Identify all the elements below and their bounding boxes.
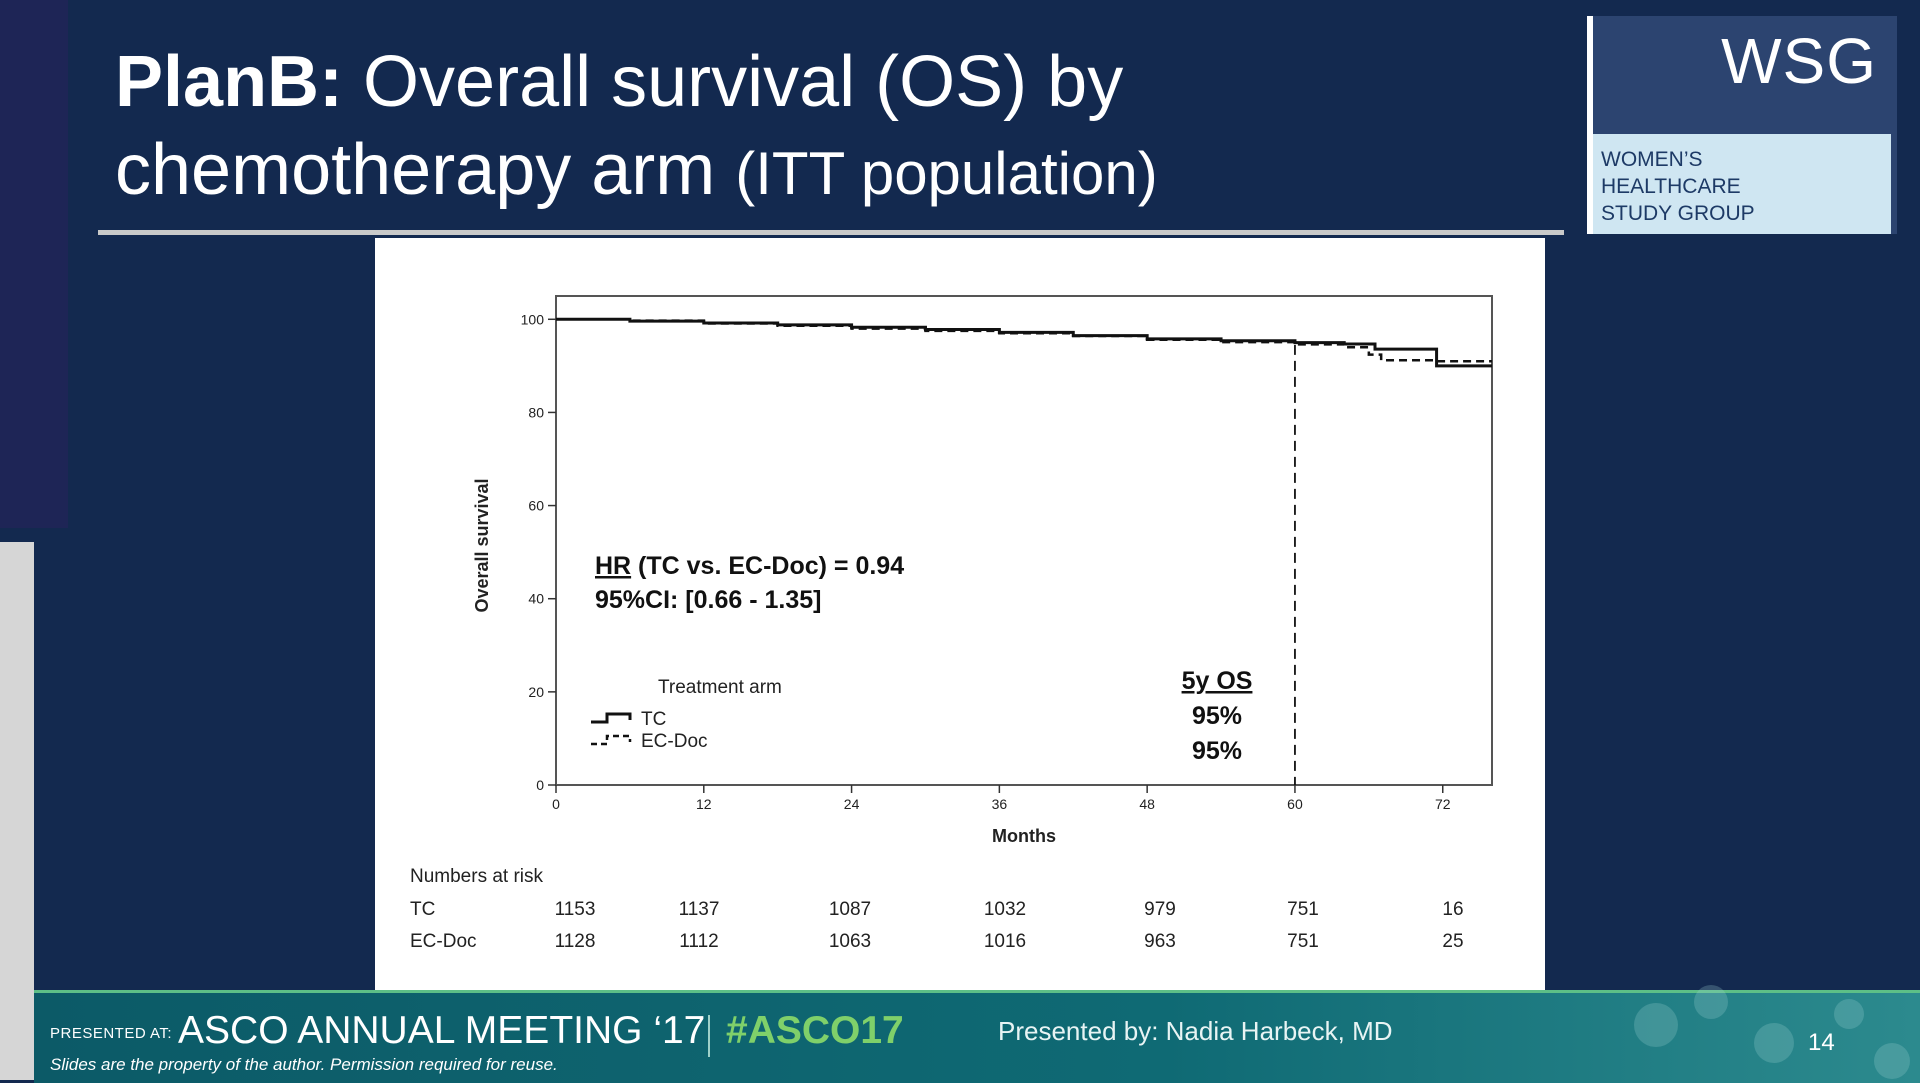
series-line-ec-doc xyxy=(556,318,1492,363)
x-tick-label: 72 xyxy=(1435,796,1451,812)
x-tick-label: 60 xyxy=(1287,796,1303,812)
y-axis-label: Overall survival xyxy=(472,478,492,612)
risk-row-label: TC xyxy=(410,899,435,920)
wsg-logo: WSG WOMEN’S HEALTHCARE STUDY GROUP xyxy=(1587,16,1897,234)
legend-label-ecdoc: EC-Doc xyxy=(641,731,708,752)
risk-value: 1016 xyxy=(984,931,1026,952)
legend-label-tc: TC xyxy=(641,709,666,730)
risk-value: 1063 xyxy=(829,931,871,952)
risk-value: 979 xyxy=(1144,899,1176,920)
risk-value: 1032 xyxy=(984,899,1026,920)
hashtag: #ASCO17 xyxy=(726,1009,904,1052)
title-line2-small: (ITT population) xyxy=(735,140,1158,207)
plot-frame xyxy=(555,295,1493,786)
x-axis-label: Months xyxy=(992,826,1056,846)
risk-value: 16 xyxy=(1442,899,1463,920)
km-chart: 0 20 40 60 80 100 0 12 24 36 48 60 72 Months Overall s… xyxy=(410,295,1493,952)
title-line2-main: chemotherapy arm xyxy=(115,130,716,210)
footer-divider xyxy=(708,1015,710,1057)
y-tick-label: 80 xyxy=(528,404,544,420)
logo-subtitle: WOMEN’S HEALTHCARE STUDY GROUP xyxy=(1601,148,1755,225)
footer-banner: PRESENTED AT: ASCO ANNUAL MEETING ‘17 #A… xyxy=(34,985,1920,1083)
hr-value: (TC vs. EC-Doc) = 0.94 xyxy=(631,552,904,580)
title-rest: Overall survival (OS) by xyxy=(363,42,1124,122)
risk-value: 1153 xyxy=(555,899,596,920)
hr-label: HR xyxy=(595,552,631,580)
y-tick-label: 20 xyxy=(528,684,544,700)
os-title: 5y OS xyxy=(1182,667,1253,695)
x-tick-label: 36 xyxy=(992,796,1008,812)
x-tick-label: 24 xyxy=(844,796,860,812)
risk-value: 963 xyxy=(1144,931,1176,952)
x-tick-label: 48 xyxy=(1139,796,1155,812)
title-divider xyxy=(98,230,1564,235)
presenter-name: Presented by: Nadia Harbeck, MD xyxy=(998,1016,1393,1046)
y-tick-label: 40 xyxy=(528,591,544,607)
hr-annotation: HR (TC vs. EC-Doc) = 0.94 xyxy=(595,552,904,580)
os-tc-value: 95% xyxy=(1192,702,1242,730)
x-tick-label: 0 xyxy=(552,796,560,812)
series-line-tc xyxy=(556,317,1492,368)
y-tick-label: 100 xyxy=(521,311,545,327)
page-number: 14 xyxy=(1808,1029,1835,1056)
meeting-name: ASCO ANNUAL MEETING ‘17 xyxy=(178,1009,706,1052)
chart-panel: 0 20 40 60 80 100 0 12 24 36 48 60 72 Months Overall s… xyxy=(375,238,1545,990)
risk-row-label: EC-Doc xyxy=(410,931,477,952)
risk-value: 751 xyxy=(1287,899,1319,920)
legend-title: Treatment arm xyxy=(658,677,782,698)
os-ecdoc-value: 95% xyxy=(1192,737,1242,765)
ci-annotation: 95%CI: [0.66 - 1.35] xyxy=(595,586,822,614)
presented-at-label: PRESENTED AT: xyxy=(50,1025,173,1042)
disclaimer: Slides are the property of the author. P… xyxy=(50,1055,558,1074)
y-tick-label: 0 xyxy=(536,777,544,793)
slide-title: PlanB: Overall survival (OS) by chemothe… xyxy=(115,38,1535,218)
x-tick-label: 12 xyxy=(696,796,712,812)
risk-value: 751 xyxy=(1287,931,1319,952)
left-accent-bar xyxy=(0,0,68,528)
title-bold: PlanB: xyxy=(115,42,344,122)
risk-value: 1087 xyxy=(829,899,871,920)
risk-value: 1137 xyxy=(679,899,720,920)
risk-value: 1112 xyxy=(679,931,718,952)
numbers-at-risk-header: Numbers at risk xyxy=(410,866,544,887)
logo-wsg-text: WSG xyxy=(1721,25,1877,97)
risk-value: 1128 xyxy=(555,931,596,952)
y-tick-label: 60 xyxy=(528,498,544,514)
legend-swatch-tc xyxy=(591,712,632,724)
risk-value: 25 xyxy=(1442,931,1463,952)
legend-swatch-ecdoc xyxy=(591,734,632,746)
left-grey-bar xyxy=(0,542,34,1080)
